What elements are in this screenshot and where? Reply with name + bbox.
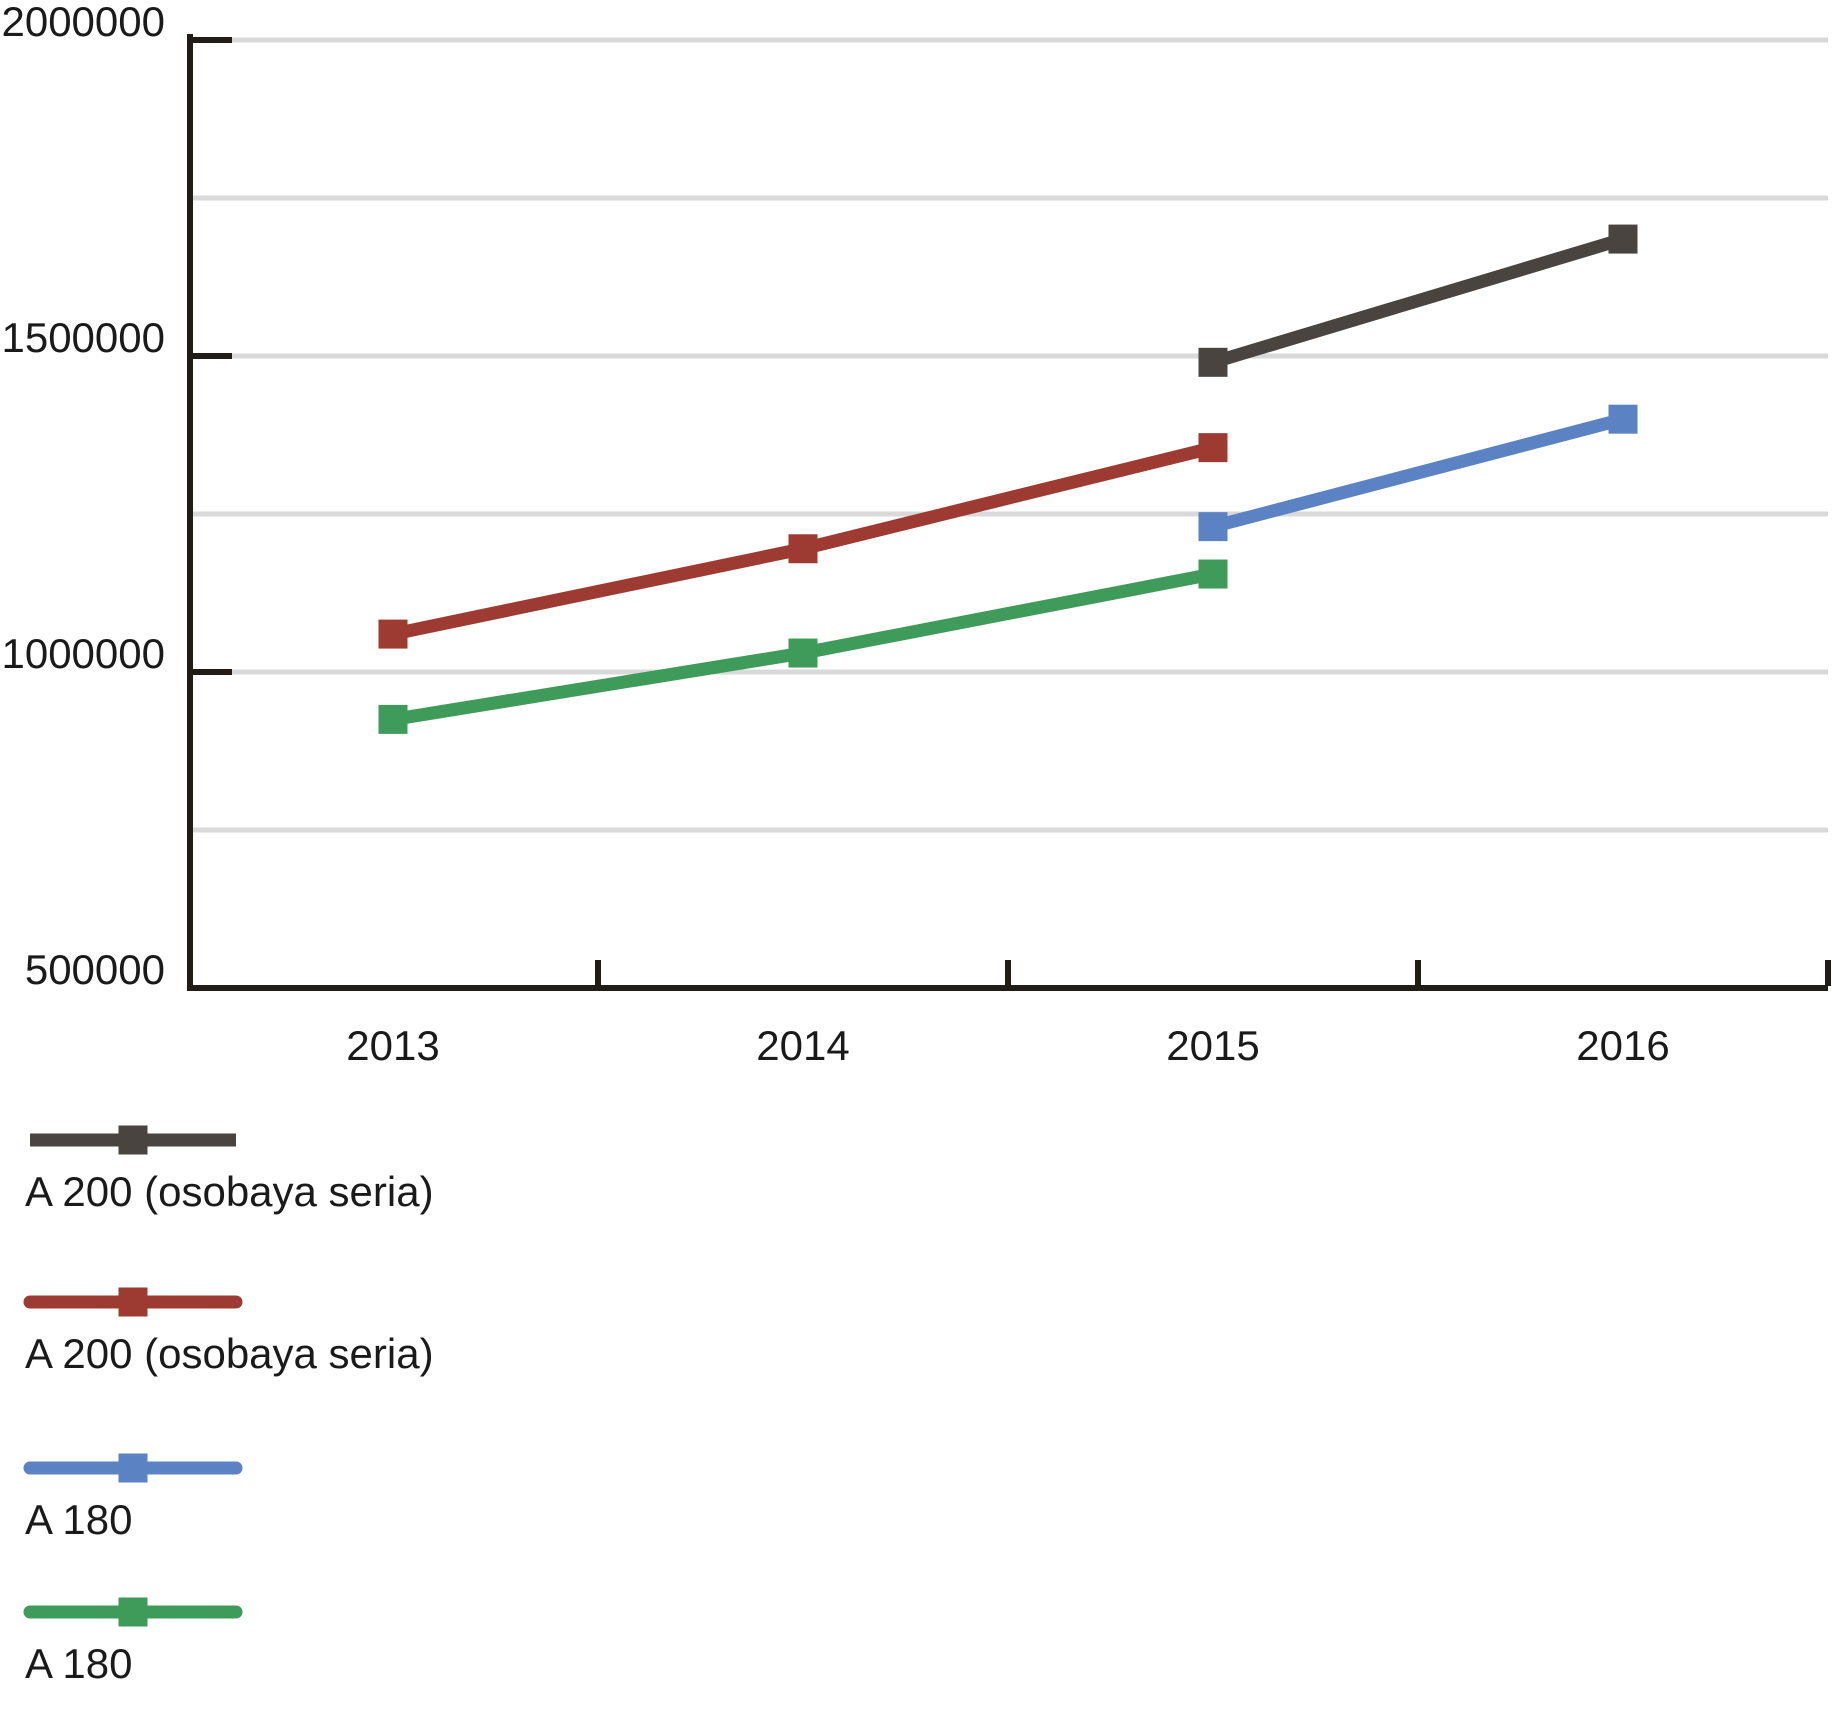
y-tick-label: 500000 (25, 946, 165, 993)
x-tick-label: 2014 (756, 1022, 849, 1069)
data-point-marker (1608, 404, 1638, 434)
legend-marker (118, 1125, 148, 1155)
data-point-marker (378, 619, 408, 649)
data-point-marker (378, 704, 408, 734)
y-tick-label: 2000000 (1, 0, 165, 45)
legend-item: A 180 (23, 1453, 243, 1543)
legend-label: A 180 (25, 1640, 132, 1687)
legend-marker (118, 1597, 148, 1627)
y-tick-label: 1000000 (1, 630, 165, 677)
data-series (378, 224, 1638, 734)
series-line (1211, 232, 1625, 369)
x-tick-label: 2015 (1166, 1022, 1259, 1069)
legend-item: A 180 (23, 1597, 243, 1687)
legend-marker (118, 1287, 148, 1317)
data-point-marker (788, 638, 818, 668)
y-axis-ticks (188, 37, 232, 991)
legend-item: A 200 (osobaya seria) (23, 1287, 434, 1377)
series-3 (378, 559, 1228, 734)
data-point-marker (1608, 224, 1638, 254)
data-point-marker (1198, 347, 1228, 377)
y-axis-labels: 2000000 1500000 1000000 500000 (1, 0, 165, 993)
y-tick-label: 1500000 (1, 314, 165, 361)
gridlines (193, 37, 1828, 833)
legend-label: A 200 (osobaya seria) (25, 1330, 434, 1377)
series-1 (378, 433, 1228, 649)
x-tick-label: 2016 (1576, 1022, 1669, 1069)
legend-marker (118, 1453, 148, 1483)
series-2 (1198, 404, 1638, 542)
axes (187, 34, 1828, 991)
data-point-marker (788, 534, 818, 564)
legend-item: A 200 (osobaya seria) (25, 1125, 434, 1215)
chart-legend: A 200 (osobaya seria) A 200 (osobaya seri… (23, 1125, 434, 1687)
x-axis-labels: 2013 2014 2015 2016 (346, 1022, 1669, 1069)
series-line (1211, 412, 1625, 533)
legend-label: A 200 (osobaya seria) (25, 1168, 434, 1215)
x-axis-ticks (595, 960, 1831, 986)
legend-label: A 180 (25, 1496, 132, 1543)
data-point-marker (1198, 512, 1228, 542)
data-point-marker (1198, 433, 1228, 463)
x-tick-label: 2013 (346, 1022, 439, 1069)
data-point-marker (1198, 559, 1228, 589)
series-0 (1198, 224, 1638, 377)
